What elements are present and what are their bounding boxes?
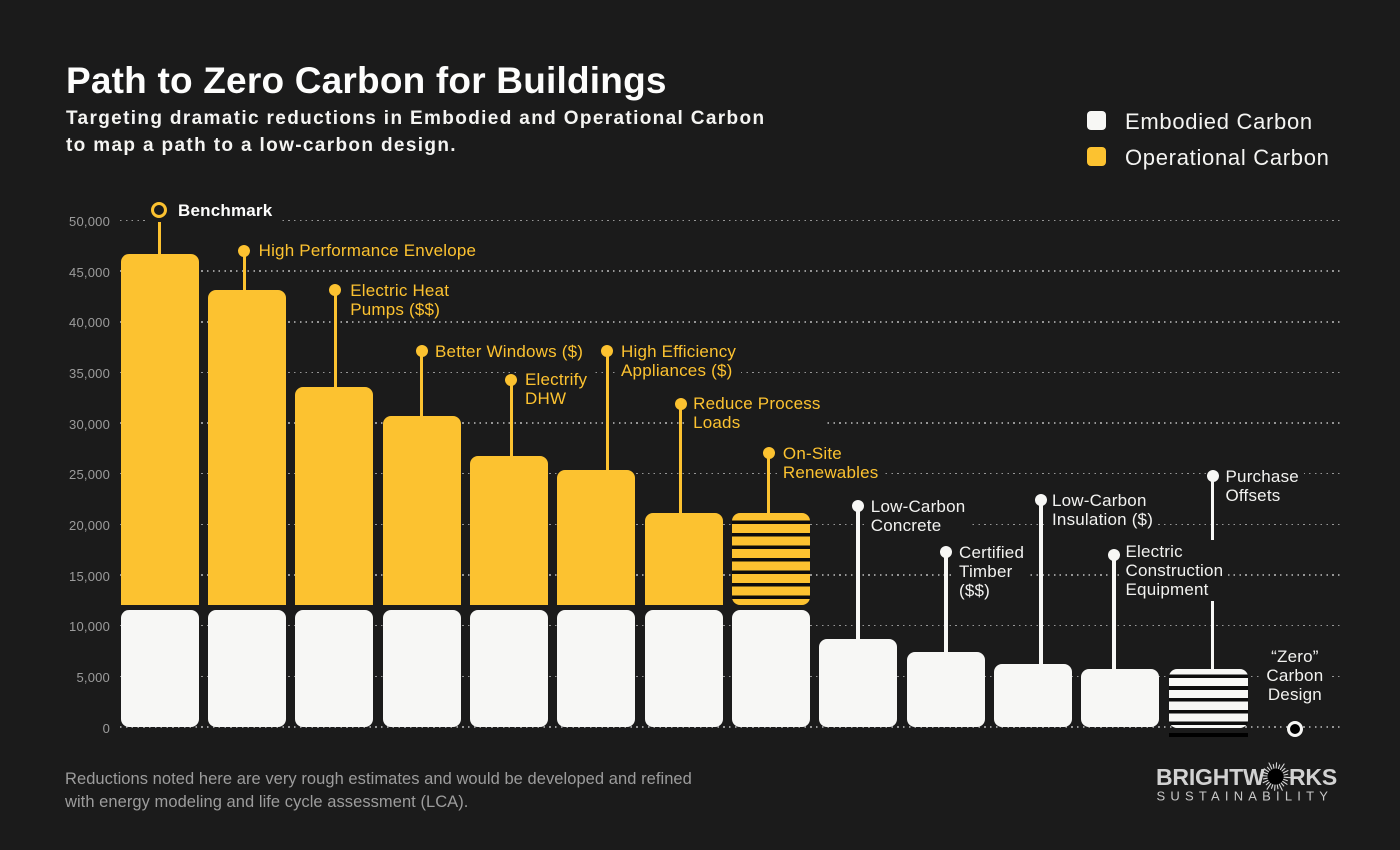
svg-text:BRIGHTW: BRIGHTW [1156, 764, 1265, 790]
svg-text:RKS: RKS [1289, 764, 1337, 790]
svg-text:SUSTAINABILITY: SUSTAINABILITY [1157, 789, 1334, 804]
